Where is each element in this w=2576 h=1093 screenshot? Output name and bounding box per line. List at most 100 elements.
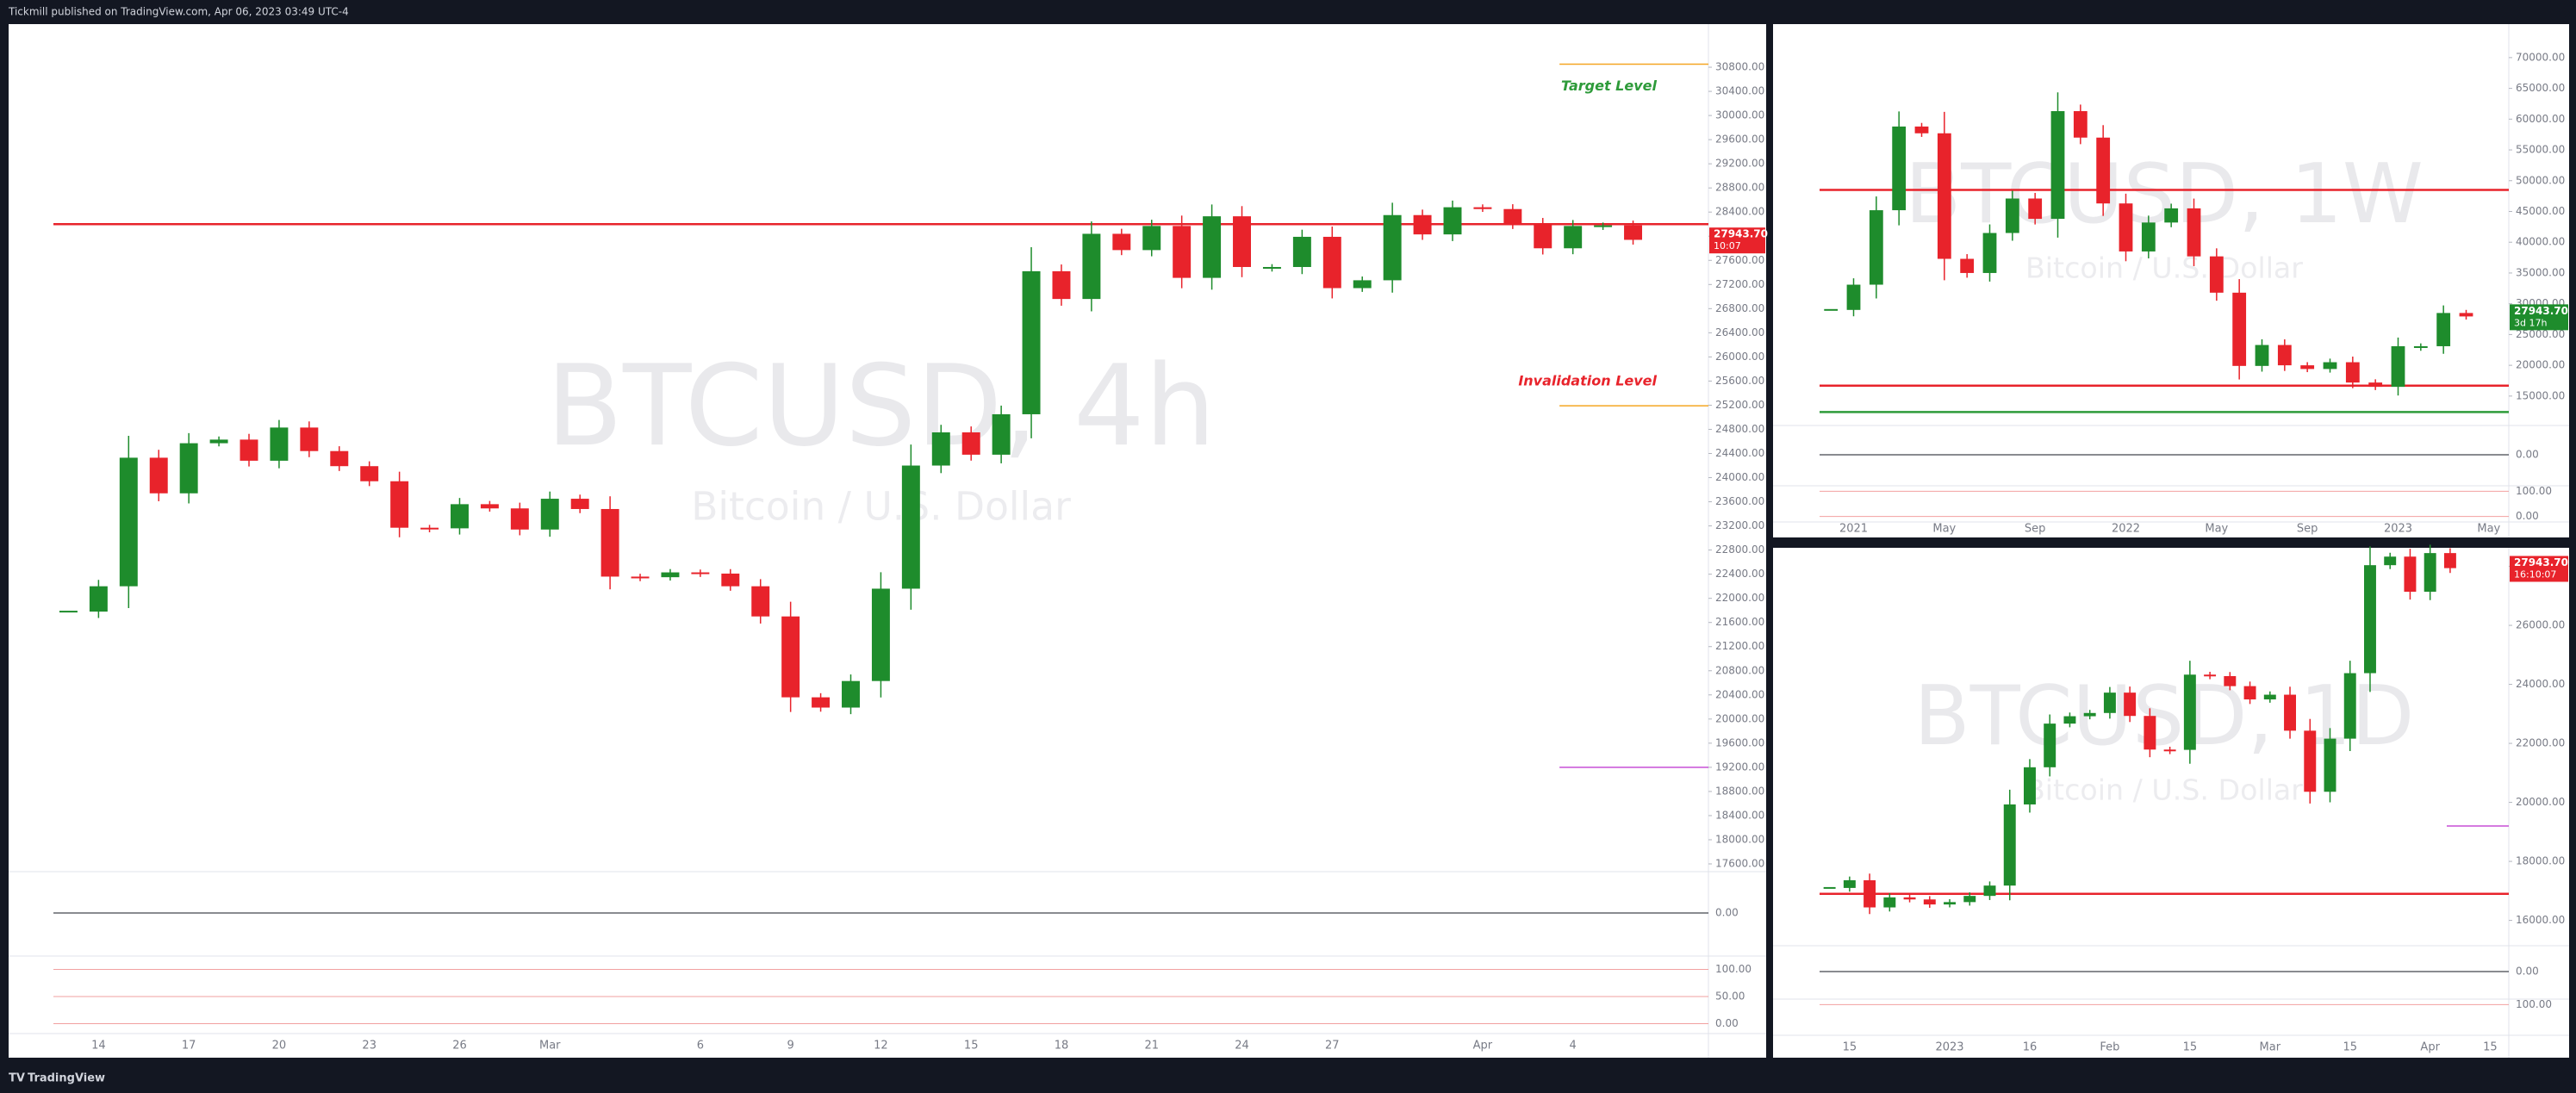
candle <box>2204 674 2217 677</box>
candle <box>2119 203 2133 252</box>
watermark-subtitle: Bitcoin / U.S. Dollar <box>2025 773 2303 806</box>
y-tick-label: 20000.00 <box>2516 359 2565 371</box>
candle <box>209 439 228 444</box>
candle <box>1353 280 1372 289</box>
y-tick-label: 21600.00 <box>1715 616 1764 628</box>
y-tick-label: 22800.00 <box>1715 543 1764 556</box>
candle <box>2404 556 2417 593</box>
y-tick-label: 25600.00 <box>1715 375 1764 387</box>
y-tick-label: 19600.00 <box>1715 736 1764 748</box>
candle <box>390 481 409 528</box>
y-tick-label: 50000.00 <box>2516 174 2565 186</box>
y-tick-label: 24000.00 <box>1715 471 1764 483</box>
candle <box>1824 308 1839 311</box>
candle <box>2103 692 2116 713</box>
candle <box>300 427 319 451</box>
watermark-subtitle: Bitcoin / U.S. Dollar <box>691 484 1071 530</box>
candle <box>2003 804 2016 886</box>
candle <box>1903 897 1916 900</box>
watermark-subtitle: Bitcoin / U.S. Dollar <box>2025 251 2303 284</box>
y-tick-label: 20000.00 <box>2516 796 2565 808</box>
candle <box>2255 345 2269 366</box>
candle <box>2277 345 2292 366</box>
candle <box>901 465 920 589</box>
candle <box>2324 738 2336 792</box>
candle <box>1082 233 1101 300</box>
x-tick-label: Sep <box>2025 523 2046 536</box>
x-tick-label: 15 <box>1843 1041 1857 1054</box>
y-tick-label: 60000.00 <box>2516 113 2565 125</box>
candle <box>1594 225 1613 227</box>
candle <box>360 466 379 481</box>
oscillator-tick-label: 0.00 <box>2516 966 2539 978</box>
candle <box>1883 897 1896 908</box>
oscillator-tick-label: 100.00 <box>2516 998 2552 1010</box>
candle <box>1892 126 1907 211</box>
chart-panel: BTCUSD, 4h Bitcoin / U.S. Dollar 17600.00 1… <box>9 24 1768 1058</box>
y-tick-label: 29600.00 <box>1715 134 1764 146</box>
candle <box>2345 362 2360 383</box>
candle <box>2364 565 2376 674</box>
candle <box>2024 767 2036 804</box>
candle <box>1624 225 1643 240</box>
last-price-box <box>2510 556 2568 582</box>
candle <box>1383 214 1402 281</box>
candle <box>1112 233 1131 251</box>
countdown-label: 10:07 <box>1714 240 1741 252</box>
x-tick-label: 17 <box>182 1040 196 1053</box>
y-tick-label: 26000.00 <box>2516 619 2565 631</box>
panel-bg <box>1773 548 2569 1058</box>
candle <box>2436 313 2451 346</box>
candle <box>1052 270 1071 300</box>
candle <box>480 504 499 509</box>
oscillator-tick-label: 100.00 <box>1715 963 1752 975</box>
candle <box>2443 553 2456 568</box>
countdown-label: 16:10:07 <box>2514 568 2556 580</box>
x-tick-label: 15 <box>2483 1041 2498 1054</box>
y-tick-label: 27200.00 <box>1715 278 1764 290</box>
x-tick-label: 20 <box>272 1040 287 1053</box>
y-tick-label: 22000.00 <box>1715 592 1764 604</box>
y-tick-label: 20000.00 <box>1715 712 1764 724</box>
y-tick-label: 21200.00 <box>1715 640 1764 652</box>
candle <box>2141 222 2156 252</box>
x-tick-label: 23 <box>362 1040 376 1053</box>
candle <box>1869 210 1883 285</box>
y-tick-label: 18000.00 <box>2516 855 2565 867</box>
panel-bg <box>9 24 1766 1058</box>
y-tick-label: 17600.00 <box>1715 857 1764 869</box>
candle <box>1823 886 1836 889</box>
oscillator-tick-label: 0.00 <box>2516 449 2539 461</box>
y-tick-label: 18000.00 <box>1715 833 1764 845</box>
candle <box>1846 284 1861 310</box>
brand-logo: TV <box>9 1072 25 1085</box>
candle <box>1322 236 1341 289</box>
candle <box>89 586 108 612</box>
y-tick-label: 19200.00 <box>1715 761 1764 773</box>
candle <box>1983 885 1996 897</box>
level-label: Target Level <box>1561 78 1658 94</box>
candle <box>2096 137 2111 204</box>
candle <box>179 443 198 494</box>
candle <box>2005 198 2019 233</box>
candle <box>1864 880 1876 908</box>
candle <box>1923 899 1936 905</box>
candle <box>2209 256 2224 293</box>
candle <box>1963 896 1976 903</box>
x-tick-label: 15 <box>2343 1041 2357 1054</box>
publish-header: Tickmill published on TradingView.com, A… <box>8 6 349 18</box>
candle <box>570 499 589 509</box>
candle <box>2124 692 2137 717</box>
candle <box>1443 207 1462 235</box>
candle <box>2073 111 2088 138</box>
x-tick-label: 2023 <box>2384 523 2412 536</box>
candle <box>871 588 890 681</box>
candle <box>330 450 349 467</box>
candle <box>2187 208 2201 257</box>
x-tick-label: 2023 <box>1935 1041 1963 1054</box>
candle <box>420 527 439 530</box>
candle <box>2044 723 2056 767</box>
oscillator-tick-label: 50.00 <box>1715 991 1745 1003</box>
candle <box>2164 208 2179 223</box>
